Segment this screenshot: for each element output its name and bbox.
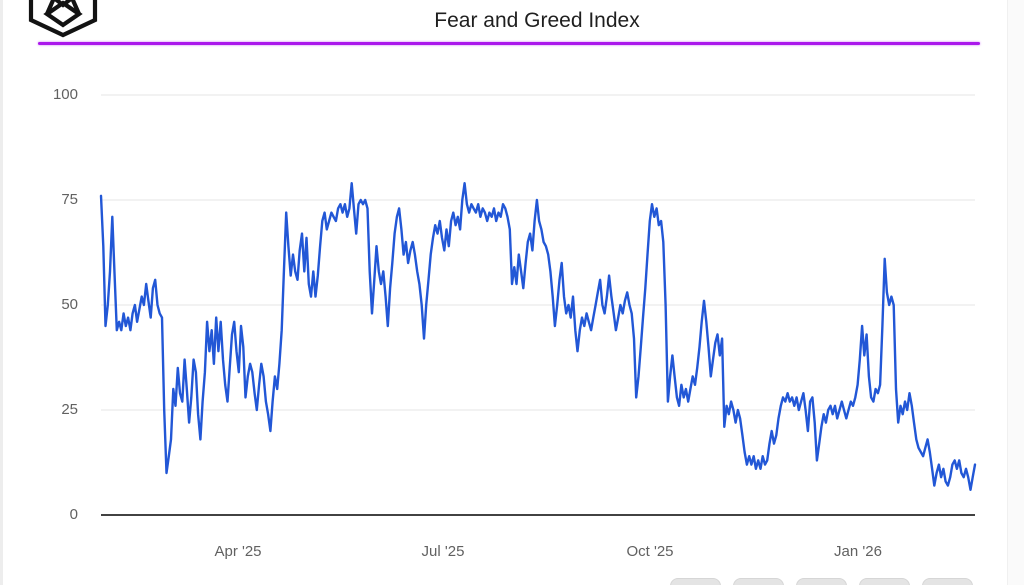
page-edge-right [1007, 0, 1024, 585]
y-axis-tick-25: 25 [61, 401, 78, 418]
y-axis-tick-75: 75 [61, 191, 78, 208]
page-edge-left [0, 0, 3, 585]
page-title: Fear and Greed Index [434, 9, 640, 33]
x-axis-tick-oct25: Oct '25 [626, 543, 674, 560]
fear-greed-index-line [99, 181, 977, 491]
x-axis-tick-apr25: Apr '25 [214, 543, 262, 560]
range-button-3[interactable] [796, 578, 847, 585]
x-axis-tick-jan26: Jan '26 [834, 543, 882, 560]
range-button-5[interactable] [922, 578, 973, 585]
y-axis-tick-100: 100 [52, 86, 78, 103]
range-button-2[interactable] [733, 578, 784, 585]
y-axis-tick-50: 50 [61, 296, 78, 313]
cube-logo-icon [28, 0, 98, 38]
purple-divider [38, 42, 980, 45]
y-axis-tick-0: 0 [69, 506, 78, 523]
range-button-4[interactable] [859, 578, 910, 585]
x-axis-tick-jul25: Jul '25 [421, 543, 465, 560]
range-button-1[interactable] [670, 578, 721, 585]
